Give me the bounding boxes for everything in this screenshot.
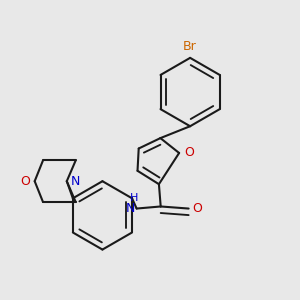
Text: O: O [193, 202, 202, 215]
Text: H: H [130, 193, 138, 203]
Text: O: O [20, 175, 30, 188]
Text: O: O [184, 146, 194, 160]
Text: N: N [70, 175, 80, 188]
Text: Br: Br [183, 40, 197, 52]
Text: N: N [126, 202, 135, 215]
